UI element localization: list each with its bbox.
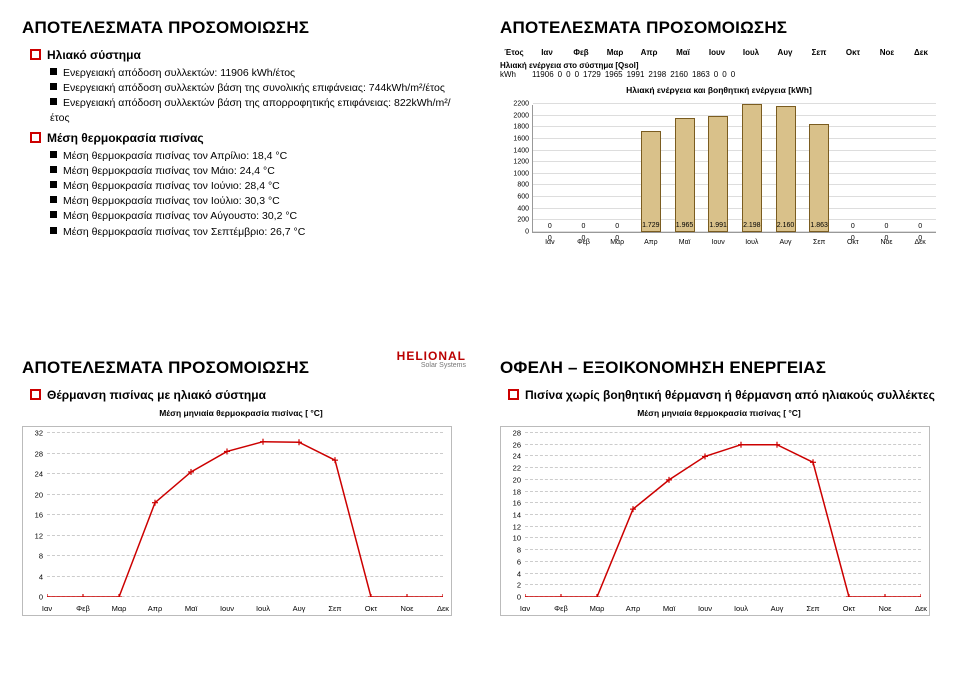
title: ΟΦΕΛΗ – ΕΞΟΙΚΟΝΟΜΗΣΗ ΕΝΕΡΓΕΙΑΣ (500, 358, 938, 378)
title: ΑΠΟΤΕΛΕΣΜΑΤΑ ΠΡΟΣΟΜΟΙΩΣΗΣ (500, 18, 938, 38)
logo: HELIONAL Solar Systems (397, 350, 466, 369)
table-row-label: Ηλιακή ενέργεια στο σύστημα [Qsol] (500, 61, 938, 70)
subheading: Θέρμανση πισίνας με ηλιακό σύστημα (30, 388, 460, 402)
subheading-solar-system: Ηλιακό σύστημα (30, 48, 460, 62)
panel-benefits: ΟΦΕΛΗ – ΕΞΟΙΚΟΝΟΜΗΣΗ ΕΝΕΡΓΕΙΑΣ Πισίνα χω… (484, 344, 954, 676)
chart-title: Μέση μηνιαία θερμοκρασία πισίνας [ °C] (500, 408, 938, 418)
panel-sim-results-1: ΑΠΟΤΕΛΕΣΜΑΤΑ ΠΡΟΣΟΜΟΙΩΣΗΣ Ηλιακό σύστημα… (6, 4, 476, 336)
title: ΑΠΟΤΕΛΕΣΜΑΤΑ ΠΡΟΣΟΜΟΙΩΣΗΣ (22, 358, 460, 378)
panel-sim-results-2: ΑΠΟΤΕΛΕΣΜΑΤΑ ΠΡΟΣΟΜΟΙΩΣΗΣ ΈτοςΙανΦεβΜαρΑ… (484, 4, 954, 336)
subheading: Πισίνα χωρίς βοηθητική θέρμανση ή θέρμαν… (508, 388, 938, 402)
table-data-row: kWh11906000172919651991219821601863000 (500, 70, 938, 79)
panel-sim-results-3: HELIONAL Solar Systems ΑΠΟΤΕΛΕΣΜΑΤΑ ΠΡΟΣ… (6, 344, 476, 676)
bar-chart: 0200400600800100012001400160018002000220… (500, 101, 940, 251)
list-perf: Ενεργειακή απόδοση συλλεκτών: 11906 kWh/… (22, 66, 460, 125)
bullet-icon (508, 389, 519, 400)
list-temps: Μέση θερμοκρασία πισίνας τον Απρίλιο: 18… (22, 149, 460, 239)
line-chart: 0246810121416182022242628 ΙανΦεβΜαρΑπρΜα… (500, 426, 930, 616)
table-header-row: ΈτοςΙανΦεβΜαρΑπρΜαϊΙουνΙουλΑυγΣεπΟκτΝοεΔ… (500, 48, 938, 57)
subheading-pool-temp: Μέση θερμοκρασία πισίνας (30, 131, 460, 145)
bullet-icon (30, 389, 41, 400)
bullet-icon (30, 132, 41, 143)
chart-title: Ηλιακή ενέργεια και βοηθητική ενέργεια [… (500, 85, 938, 95)
chart-title: Μέση μηνιαία θερμοκρασία πισίνας [ °C] (22, 408, 460, 418)
title: ΑΠΟΤΕΛΕΣΜΑΤΑ ΠΡΟΣΟΜΟΙΩΣΗΣ (22, 18, 460, 38)
line-chart: 048121620242832 ΙανΦεβΜαρΑπρΜαϊΙουνΙουλΑ… (22, 426, 452, 616)
bullet-icon (30, 49, 41, 60)
